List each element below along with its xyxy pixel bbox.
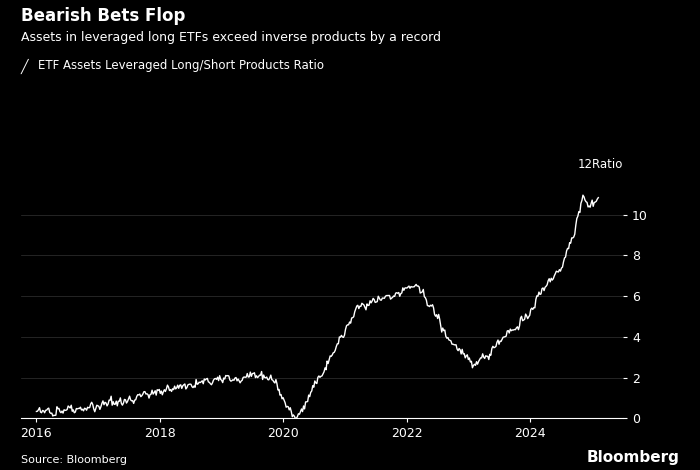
Text: 12Ratio: 12Ratio — [578, 158, 623, 172]
Text: ETF Assets Leveraged Long/Short Products Ratio: ETF Assets Leveraged Long/Short Products… — [38, 59, 325, 72]
Text: Bloomberg: Bloomberg — [586, 450, 679, 465]
Text: ╱: ╱ — [21, 59, 29, 74]
Text: Source: Bloomberg: Source: Bloomberg — [21, 455, 127, 465]
Text: Bearish Bets Flop: Bearish Bets Flop — [21, 7, 186, 25]
Text: Assets in leveraged long ETFs exceed inverse products by a record: Assets in leveraged long ETFs exceed inv… — [21, 31, 441, 44]
